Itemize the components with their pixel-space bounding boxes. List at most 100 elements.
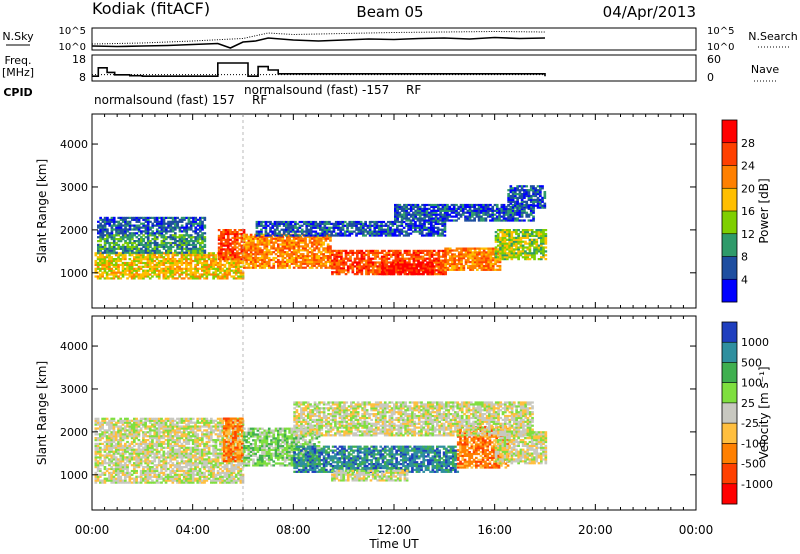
- echo-region: [94, 417, 245, 484]
- colorbar-frame: [721, 321, 738, 505]
- x-tick-label: 20:00: [578, 523, 613, 537]
- x-tick-label: 16:00: [477, 523, 512, 537]
- cpid-entry-2: normalsound (fast) -157: [244, 83, 389, 97]
- nave-ytick-label: 60: [707, 53, 721, 66]
- noise-panel: N.Sky 10^5 10^0 10^5 10^0 N.Search: [2, 26, 797, 53]
- velocity-echo-layer: [94, 401, 548, 484]
- colorbar-swatch: [722, 362, 737, 383]
- cpid-panel: CPID normalsound (fast) 157 RF normalsou…: [3, 83, 421, 107]
- colorbar-tick-label: 20: [741, 182, 755, 195]
- colorbar-swatch: [722, 382, 737, 404]
- colorbar-swatch: [722, 322, 737, 343]
- cpid-label: CPID: [3, 86, 32, 99]
- y-tick-label: 4000: [60, 138, 88, 151]
- colorbar-swatch: [722, 402, 737, 424]
- colorbar-swatch: [722, 256, 737, 280]
- x-tick-label: 04:00: [175, 523, 210, 537]
- echo-region: [255, 220, 447, 237]
- colorbar-tick-label: 100: [741, 377, 762, 390]
- echo-region: [94, 252, 245, 280]
- power-yticks: 4000 3000 2000 1000: [60, 138, 696, 280]
- freq-ylabel-left-unit: [MHz]: [2, 66, 34, 79]
- colorbar-swatch: [722, 211, 737, 235]
- freq-ytick-label: 8: [79, 71, 86, 84]
- colorbar-tick-label: 16: [741, 205, 755, 218]
- noise-ytick-label: 10^5: [59, 26, 86, 37]
- colorbar-swatch: [722, 142, 737, 166]
- colorbar-swatch: [722, 279, 737, 303]
- y-tick-label: 2000: [60, 224, 88, 237]
- noise-right-ytick-label: 10^0: [707, 42, 734, 53]
- y-tick-label: 3000: [60, 181, 88, 194]
- echo-region: [507, 185, 547, 209]
- time-axis-label: Time UT: [368, 537, 419, 551]
- cpid-entry-1-suffix: RF: [252, 93, 267, 107]
- noise-series-nsky: [91, 36, 546, 49]
- colorbar-swatch: [722, 483, 737, 505]
- cpid-entry-2-suffix: RF: [406, 83, 421, 97]
- colorbar-swatch: [722, 443, 737, 464]
- frequency-panel: Freq. [MHz] 18 8 60 0 Nave: [2, 53, 779, 84]
- colorbar-tick-label: 1000: [741, 336, 769, 349]
- y-tick-label: 1000: [60, 469, 88, 482]
- velocity-colorbar-label: Velocity [m s⁻¹]: [757, 366, 771, 459]
- velocity-panel: 4000 3000 2000 1000 Slant Range [km] 1000 50…: [35, 315, 773, 511]
- cpid-entry-1: normalsound (fast) 157: [94, 93, 235, 107]
- x-tick-label: 00:00: [679, 523, 714, 537]
- echo-region: [243, 233, 332, 269]
- echo-region: [444, 247, 502, 271]
- colorbar-tick-label: 12: [741, 228, 755, 241]
- date-title: 04/Apr/2013: [603, 3, 696, 21]
- power-ylabel: Slant Range [km]: [35, 159, 49, 263]
- time-axis-labels: 00:00 04:00 08:00 12:00 16:00 20:00 00:00: [75, 523, 714, 537]
- echo-region: [97, 234, 207, 254]
- echo-region: [293, 401, 534, 437]
- colorbar-swatch: [722, 423, 737, 444]
- noise-ylabel-right: N.Search: [748, 30, 798, 43]
- y-tick-label: 4000: [60, 340, 88, 353]
- freq-series: [92, 62, 546, 77]
- echo-region: [494, 431, 548, 465]
- colorbar-tick-label: -25: [741, 417, 759, 430]
- y-tick-label: 3000: [60, 383, 88, 396]
- echo-region: [97, 216, 207, 235]
- velocity-colorbar: 1000 500 100 25 -25 -100 -500 -1000: [721, 321, 773, 505]
- station-title: Kodiak (fitACF): [92, 0, 210, 18]
- colorbar-tick-label: 25: [741, 397, 755, 410]
- freq-ylabel-right: Nave: [751, 63, 779, 76]
- noise-ylabel-left: N.Sky: [2, 30, 34, 43]
- colorbar-tick-label: 4: [741, 273, 748, 286]
- power-panel: 4000 3000 2000 1000 Slant Range [km] 28 24 20…: [35, 113, 771, 309]
- colorbar-swatch: [722, 165, 737, 189]
- colorbar-tick-label: 24: [741, 160, 755, 173]
- echo-region: [293, 445, 460, 473]
- colorbar-swatch: [722, 463, 737, 485]
- freq-panel-frame: [91, 54, 697, 82]
- power-colorbar-label: Power [dB]: [757, 178, 771, 243]
- colorbar-swatch: [722, 233, 737, 257]
- x-tick-label: 12:00: [377, 523, 412, 537]
- freq-ytick-label: 18: [72, 53, 86, 66]
- y-tick-label: 2000: [60, 426, 88, 439]
- power-colorbar: 28 24 20 16 12 8 4: [721, 119, 755, 303]
- colorbar-tick-label: -100: [741, 437, 766, 450]
- colorbar-swatch: [722, 342, 737, 363]
- colorbar-swatch: [722, 188, 737, 212]
- beam-title: Beam 05: [356, 3, 423, 21]
- power-echo-layer: [94, 185, 548, 280]
- noise-right-ytick-label: 10^5: [707, 26, 734, 37]
- x-tick-label: 00:00: [75, 523, 110, 537]
- noise-ytick-label: 10^0: [59, 42, 86, 53]
- freq-ylabel-left: Freq.: [4, 54, 31, 67]
- echo-region: [394, 203, 535, 222]
- nave-ytick-label: 0: [707, 71, 714, 84]
- colorbar-tick-label: -1000: [741, 478, 773, 491]
- velocity-xticks: [91, 316, 697, 510]
- colorbar-tick-label: 8: [741, 251, 748, 264]
- echo-region: [222, 417, 244, 463]
- velocity-yticks: 4000 3000 2000 1000: [60, 340, 696, 482]
- echo-region: [331, 469, 409, 482]
- colorbar-tick-label: 28: [741, 137, 755, 150]
- y-tick-label: 1000: [60, 267, 88, 280]
